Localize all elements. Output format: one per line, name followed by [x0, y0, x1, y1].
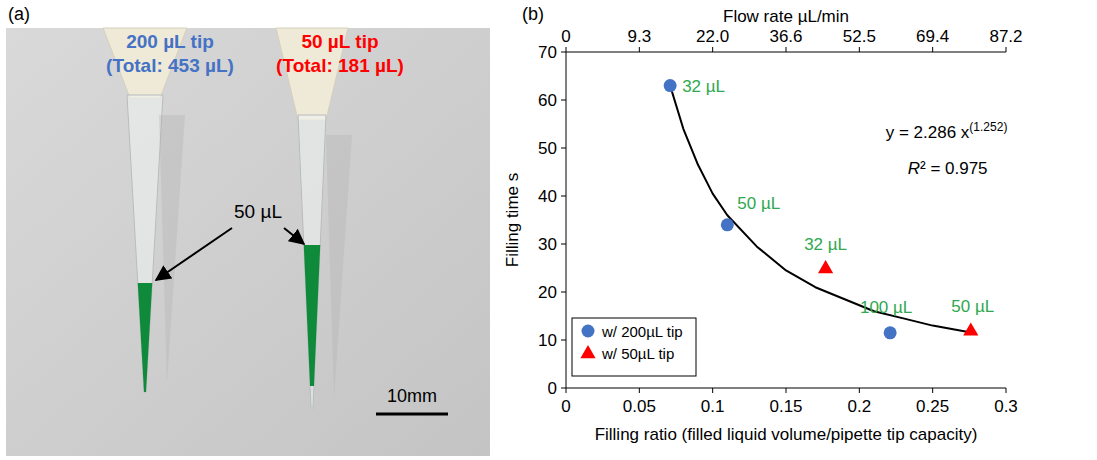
- x2-tick: [566, 47, 567, 52]
- liquid-fill: [138, 283, 152, 392]
- legend-label: w/ 50µL tip: [601, 345, 674, 362]
- point-label: 32 µL: [682, 77, 725, 96]
- x-tick-label: 0.15: [769, 397, 802, 416]
- x2-tick-label: 0: [561, 27, 570, 46]
- y-tick: [561, 292, 566, 293]
- y-tick: [561, 148, 566, 149]
- point-label: 50 µL: [737, 194, 780, 213]
- panel-label: (b): [522, 4, 544, 24]
- point-label: 50 µL: [951, 297, 994, 316]
- y-tick-label: 20: [538, 283, 557, 302]
- pipette-tip: [127, 95, 163, 392]
- x-tick-label: 0.3: [994, 397, 1018, 416]
- x-tick: [712, 388, 713, 393]
- y-axis-line: [566, 52, 567, 388]
- fit-equation: y = 2.286 x(1.252): [886, 120, 1008, 142]
- fit-r2-part: ² = 0.975: [920, 159, 988, 178]
- x2-tick: [859, 47, 860, 52]
- tip-shadow: [159, 115, 185, 382]
- figure: (a) 200 µL tip (Total: 453 µL) 50 µL tip (To…: [0, 0, 1097, 460]
- plot-marks: [664, 79, 979, 339]
- x2-tick: [932, 47, 933, 52]
- y-tick-label: 30: [538, 235, 557, 254]
- y-tick: [561, 52, 566, 53]
- x2-axis-title: Flow rate µL/min: [723, 7, 849, 26]
- x-tick: [566, 388, 567, 393]
- x2-tick-label: 9.3: [628, 27, 652, 46]
- data-point: [664, 79, 677, 92]
- data-point: [818, 260, 833, 273]
- pipette-tip: [298, 115, 326, 408]
- y-tick: [561, 100, 566, 101]
- trendline: [670, 86, 972, 333]
- x-axis-title: Filling ratio (filled liquid volume/pipe…: [595, 425, 978, 444]
- legend-marker: [580, 345, 595, 358]
- data-point: [884, 326, 897, 339]
- tip-name: 200 µL tip: [126, 31, 214, 52]
- x-tick-label: 0.25: [916, 397, 949, 416]
- y-tick-label: 70: [538, 43, 557, 62]
- scale-bar-label: 10mm: [387, 386, 437, 406]
- x-tick-label: 0.05: [623, 397, 656, 416]
- y-tick-label: 50: [538, 139, 557, 158]
- x2-tick-label: 69.4: [916, 27, 949, 46]
- y-tick: [561, 340, 566, 341]
- x2-tick-label: 52.5: [843, 27, 876, 46]
- panel-label: (a): [8, 4, 30, 24]
- y-tick-label: 10: [538, 331, 557, 350]
- x2-tick: [786, 47, 787, 52]
- fill-label: 50 µL: [234, 201, 282, 222]
- tip-shadow: [326, 135, 352, 398]
- y-tick: [561, 388, 566, 389]
- x-tick-label: 0: [561, 397, 570, 416]
- fit-equation-exponent: (1.252): [969, 120, 1007, 134]
- x2-tick-label: 36.6: [769, 27, 802, 46]
- x-tick-label: 0.2: [848, 397, 872, 416]
- x2-tick: [639, 47, 640, 52]
- fit-r2-part: R: [908, 159, 920, 178]
- scale-bar: [376, 413, 448, 416]
- x-tick: [859, 388, 860, 393]
- x-tick-label: 0.1: [701, 397, 725, 416]
- legend: w/ 200µL tip w/ 50µL tip: [572, 318, 696, 376]
- point-label: 32 µL: [804, 235, 847, 254]
- y-tick-label: 0: [548, 379, 557, 398]
- fit-r2: R² = 0.975: [908, 159, 988, 178]
- data-point: [963, 322, 978, 335]
- x-tick: [1006, 388, 1007, 393]
- y-tick-label: 60: [538, 91, 557, 110]
- arrow: [156, 228, 232, 280]
- legend-box: [572, 318, 696, 376]
- arrow: [284, 228, 304, 244]
- x2-tick-label: 22.0: [696, 27, 729, 46]
- x-tick: [786, 388, 787, 393]
- y-tick: [561, 244, 566, 245]
- tip-total: (Total: 181 µL): [276, 55, 404, 76]
- x2-tick-label: 87.2: [989, 27, 1022, 46]
- tip-total: (Total: 453 µL): [106, 55, 234, 76]
- tip-name: 50 µL tip: [301, 31, 378, 52]
- y-axis-title: Filling time s: [503, 173, 522, 267]
- x2-tick: [1006, 47, 1007, 52]
- x2-tick: [712, 47, 713, 52]
- point-label: 100 µL: [860, 298, 912, 317]
- liquid-fill: [304, 245, 320, 386]
- legend-marker: [582, 325, 595, 338]
- x-tick: [639, 388, 640, 393]
- y-tick-label: 40: [538, 187, 557, 206]
- fit-equation-part: y = 2.286 x: [886, 123, 970, 142]
- data-point: [721, 218, 734, 231]
- x-tick: [932, 388, 933, 393]
- photo-background: [6, 28, 490, 456]
- legend-label: w/ 200µL tip: [601, 323, 683, 340]
- y-tick: [561, 196, 566, 197]
